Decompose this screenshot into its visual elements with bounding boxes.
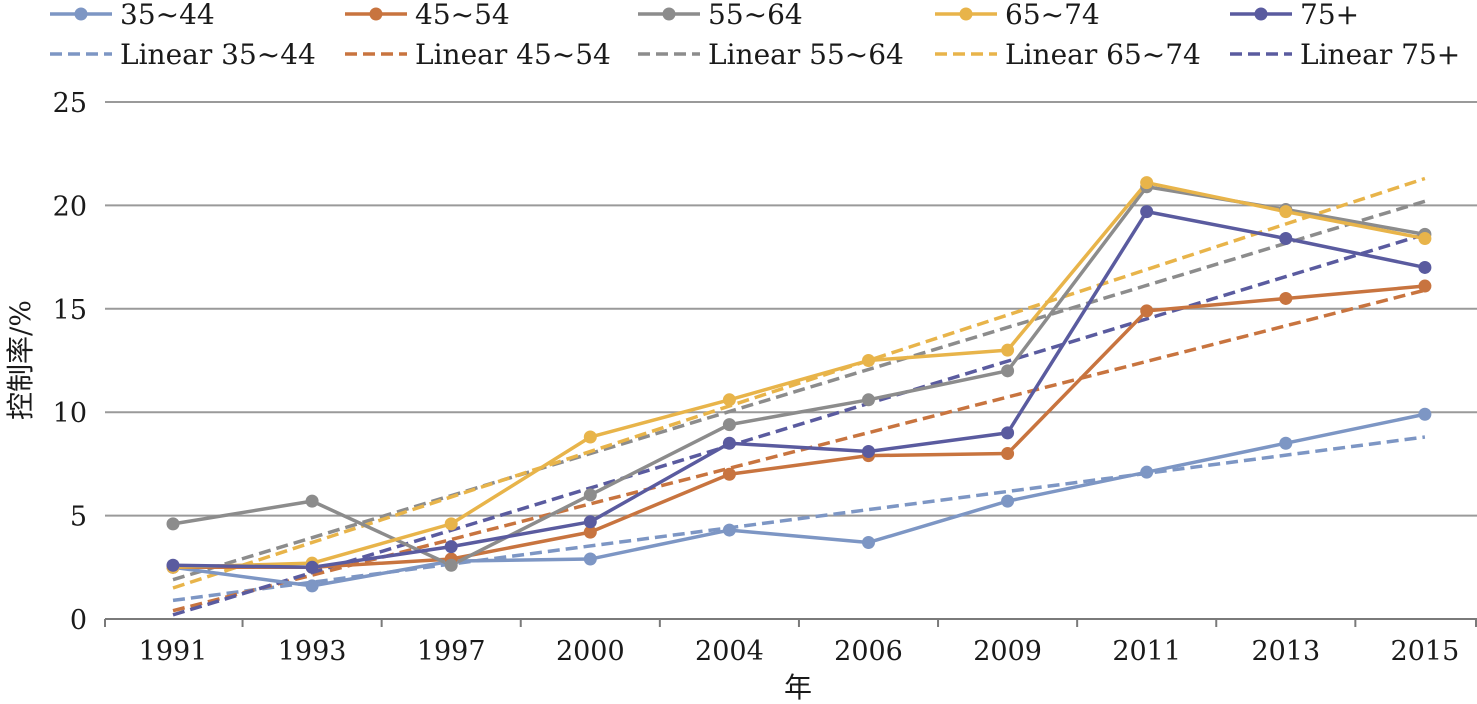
- data-point: [1001, 494, 1015, 508]
- x-axis-ticks: 1991 1993 1997 2000 2004 2006 2009 2011 2013 2015: [139, 636, 1460, 667]
- data-point: [862, 354, 875, 367]
- legend-marker: [74, 7, 88, 21]
- data-point: [722, 418, 736, 432]
- y-tick-label: 15: [53, 295, 87, 326]
- data-point: [305, 579, 319, 593]
- legend-marker: [369, 7, 383, 21]
- x-tick-label: 2015: [1391, 636, 1460, 667]
- data-point: [1279, 231, 1293, 245]
- y-tick-label: 10: [53, 398, 87, 429]
- legend-marker: [662, 7, 676, 21]
- trendline-4: [172, 176, 1426, 590]
- series-line-2: [173, 284, 1426, 570]
- data-point: [166, 558, 180, 572]
- series-lines: [166, 176, 1432, 593]
- x-axis-label: 年: [784, 671, 812, 704]
- legend-label: Linear 45~54: [415, 38, 611, 71]
- x-tick-label: 2004: [695, 636, 764, 667]
- y-tick-label: 0: [70, 605, 87, 636]
- data-point: [722, 523, 736, 537]
- y-axis-label: 控制率/%: [4, 300, 37, 420]
- series-line-5: [172, 209, 1426, 570]
- series-line-1: [172, 412, 1426, 588]
- data-point: [1001, 364, 1015, 378]
- data-point: [1001, 343, 1015, 357]
- legend-label: 65~74: [1005, 0, 1100, 31]
- data-point: [1140, 304, 1154, 318]
- data-point: [444, 558, 458, 572]
- legend-label: 75+: [1300, 0, 1359, 31]
- data-point: [583, 515, 597, 529]
- data-point: [305, 560, 319, 574]
- y-tick-label: 25: [53, 88, 87, 119]
- legend-label: 35~44: [120, 0, 215, 31]
- data-point: [444, 540, 458, 554]
- data-point: [722, 393, 736, 407]
- data-point: [1418, 231, 1432, 245]
- data-point: [1279, 291, 1293, 305]
- data-point: [1140, 465, 1154, 479]
- trendline-5: [172, 232, 1426, 617]
- data-point: [1418, 279, 1432, 293]
- data-point: [862, 444, 875, 458]
- data-point: [444, 517, 458, 531]
- data-point: [305, 494, 319, 508]
- data-point: [1279, 205, 1293, 219]
- legend-label: Linear 65~74: [1005, 38, 1201, 71]
- x-tick-label: 2013: [1251, 636, 1320, 667]
- legend: 35~44 45~54 55~64 65~74 75+ Linear 35~44 Linea…: [50, 0, 1460, 71]
- y-axis-ticks: 0 5 10 15 20 25: [53, 88, 87, 636]
- legend-label: Linear 55~64: [708, 38, 904, 71]
- data-point: [166, 517, 180, 531]
- series-line-3: [172, 185, 1426, 567]
- legend-label: Linear 75+: [1300, 38, 1460, 71]
- data-point: [1001, 447, 1015, 461]
- data-point: [583, 430, 597, 444]
- data-point: [1001, 426, 1015, 440]
- data-point: [1418, 260, 1432, 274]
- legend-marker: [1254, 7, 1268, 21]
- legend-label: 55~64: [708, 0, 803, 31]
- grid: [104, 101, 1477, 627]
- data-point: [862, 535, 875, 549]
- data-point: [1279, 436, 1293, 450]
- x-tick-label: 2011: [1112, 636, 1181, 667]
- trendline-2: [172, 288, 1426, 613]
- data-point: [722, 467, 736, 481]
- trendlines: [172, 176, 1426, 617]
- data-point: [1140, 205, 1154, 219]
- trendline-3: [172, 199, 1426, 582]
- x-tick-label: 2006: [834, 636, 903, 667]
- x-tick-label: 1993: [278, 636, 347, 667]
- data-point: [862, 393, 875, 407]
- legend-label: 45~54: [415, 0, 510, 31]
- series-line-4: [172, 180, 1426, 570]
- legend-label: Linear 35~44: [120, 38, 316, 71]
- y-tick-label: 20: [53, 191, 87, 222]
- legend-marker: [959, 7, 973, 21]
- x-tick-label: 2000: [556, 636, 625, 667]
- data-point: [1140, 176, 1154, 190]
- data-point: [1418, 407, 1432, 421]
- x-tick-label: 2009: [973, 636, 1042, 667]
- trendline-1: [172, 435, 1426, 603]
- data-point: [583, 552, 597, 566]
- data-point: [583, 488, 597, 502]
- data-point: [722, 436, 736, 450]
- x-tick-label: 1997: [417, 636, 486, 667]
- y-tick-label: 5: [70, 502, 87, 533]
- x-tick-label: 1991: [139, 636, 208, 667]
- data-point: [583, 525, 597, 539]
